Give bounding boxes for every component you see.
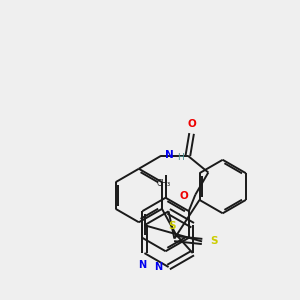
Text: O: O bbox=[187, 119, 196, 129]
Text: O: O bbox=[180, 190, 189, 200]
Text: N: N bbox=[165, 150, 174, 160]
Text: S: S bbox=[169, 221, 176, 231]
Text: N: N bbox=[139, 260, 147, 270]
Text: H: H bbox=[177, 153, 184, 162]
Text: S: S bbox=[210, 236, 218, 247]
Text: CH₃: CH₃ bbox=[157, 179, 171, 188]
Text: N: N bbox=[154, 262, 162, 272]
